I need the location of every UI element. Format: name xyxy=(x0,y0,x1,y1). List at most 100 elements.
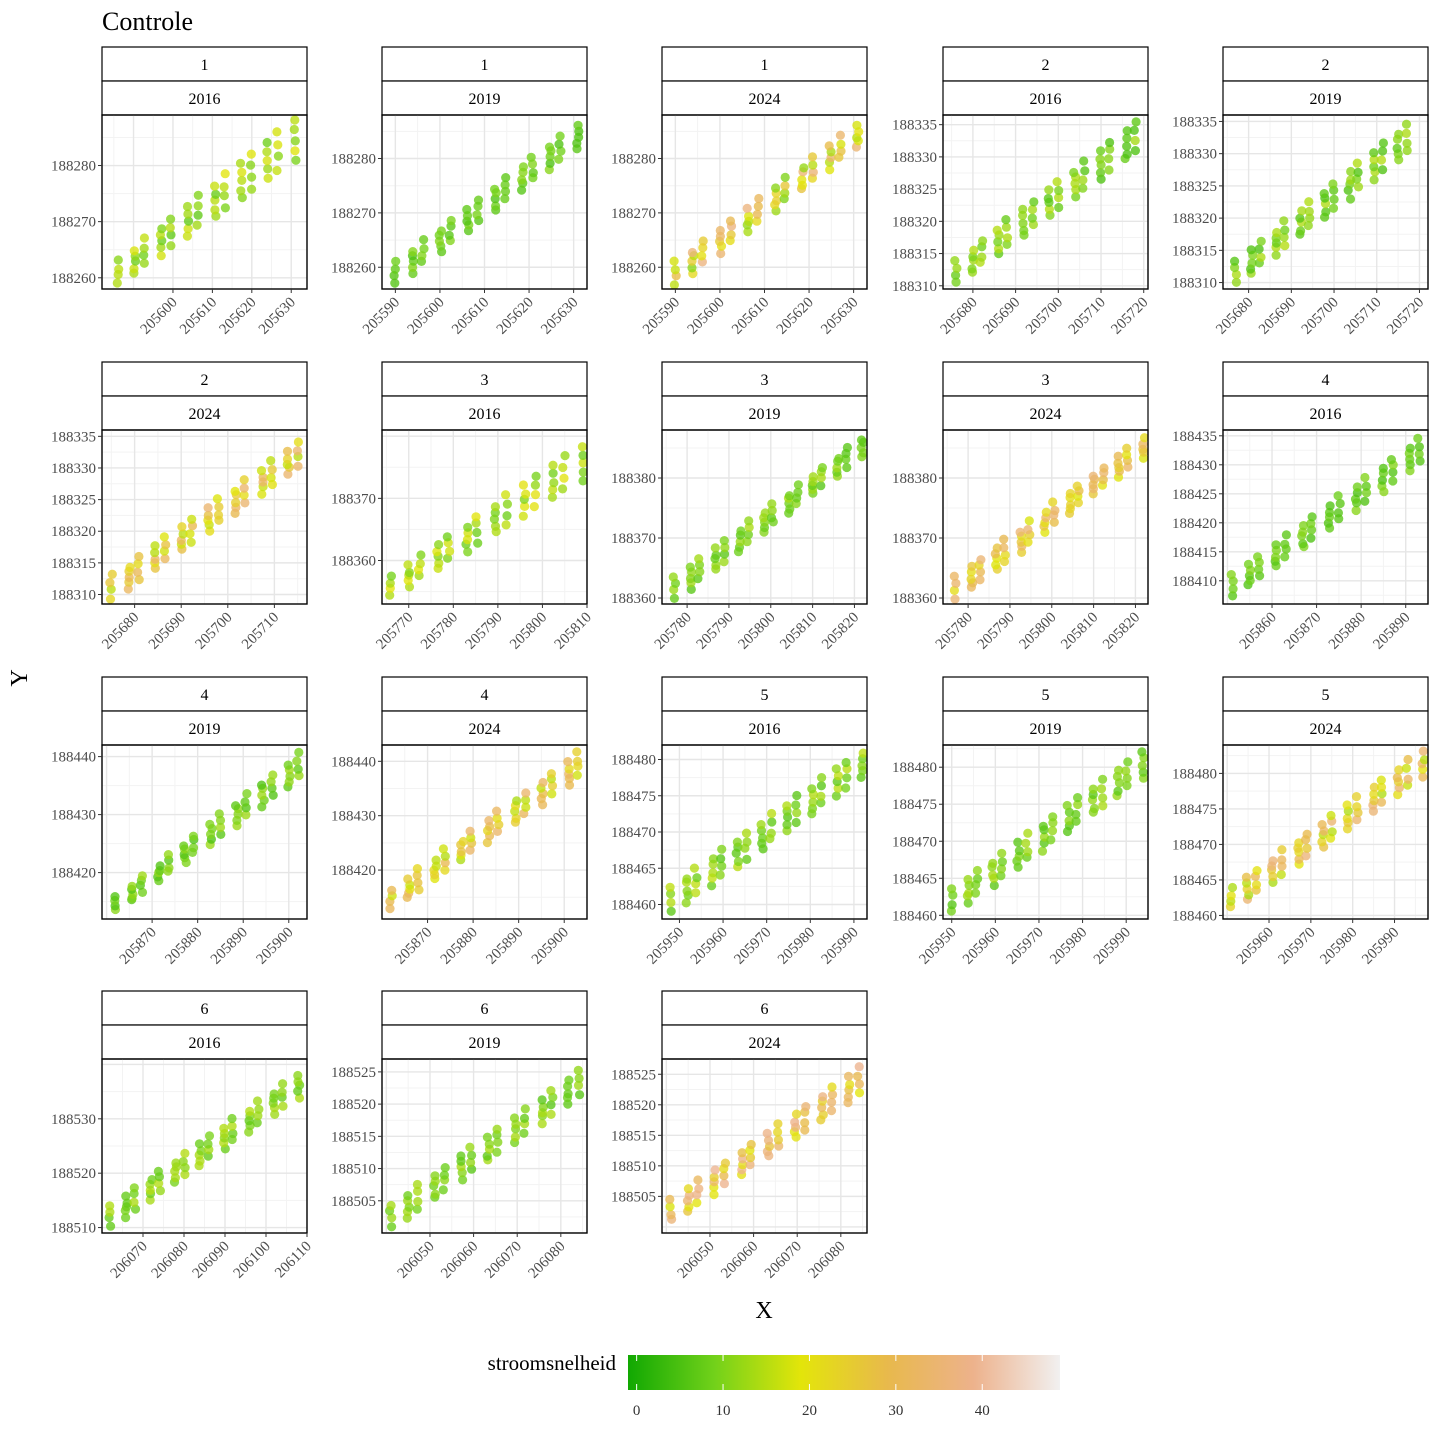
data-point xyxy=(385,578,395,588)
data-point xyxy=(792,808,802,818)
data-point xyxy=(443,553,453,563)
data-point xyxy=(1104,154,1114,164)
x-tick-label: 206100 xyxy=(231,1239,274,1282)
data-point xyxy=(554,154,564,164)
data-point xyxy=(1294,854,1304,864)
data-point xyxy=(153,1166,163,1176)
data-point xyxy=(501,520,511,530)
data-point xyxy=(563,757,573,767)
y-tick-label: 188480 xyxy=(611,753,656,769)
data-point xyxy=(1378,165,1388,175)
strip-year-box xyxy=(101,1024,308,1060)
strip-plot-box xyxy=(1222,361,1429,397)
strip-year-label: 2016 xyxy=(189,1035,221,1052)
facet-panel: 3 2024 188360 188370 188380 20578020579020580… xyxy=(892,361,1149,653)
y-tick-label: 188510 xyxy=(331,1162,376,1178)
x-tick-label: 205600 xyxy=(685,295,728,338)
data-point xyxy=(760,508,770,518)
data-point xyxy=(484,1139,494,1149)
data-point xyxy=(430,1171,440,1181)
x-tick-label: 205980 xyxy=(1047,925,1090,968)
data-point xyxy=(510,1132,520,1142)
data-point xyxy=(1072,481,1082,491)
y-tick-label: 188525 xyxy=(611,1067,656,1083)
data-point xyxy=(1054,202,1064,213)
data-point xyxy=(1098,475,1108,485)
data-point xyxy=(1369,789,1379,799)
data-point xyxy=(129,246,139,256)
panel-border xyxy=(661,429,868,605)
data-point xyxy=(741,828,752,838)
data-point xyxy=(1122,141,1132,151)
data-point xyxy=(1002,239,1012,249)
data-point xyxy=(105,1201,115,1211)
data-point xyxy=(547,781,558,791)
data-point xyxy=(1226,570,1236,580)
y-tick-label: 188470 xyxy=(1172,837,1217,853)
data-point xyxy=(213,510,224,520)
data-point xyxy=(537,1119,547,1129)
data-point xyxy=(1023,525,1033,535)
y-tick-label: 188370 xyxy=(331,491,376,507)
data-point xyxy=(385,904,395,914)
data-point xyxy=(799,163,809,173)
data-point xyxy=(490,184,500,194)
data-point xyxy=(462,204,472,215)
data-point xyxy=(1052,177,1062,187)
x-tick-label: 205970 xyxy=(731,925,774,968)
x-tick-label: 206050 xyxy=(395,1239,438,1282)
data-point xyxy=(137,887,148,898)
data-point xyxy=(816,791,826,801)
data-point xyxy=(110,892,120,902)
strip-plot-label: 2 xyxy=(1042,57,1050,74)
data-point xyxy=(1130,146,1140,156)
data-point xyxy=(854,1088,865,1098)
strip-plot-label: 3 xyxy=(481,372,489,389)
x-tick-label: 205680 xyxy=(99,610,142,653)
data-point xyxy=(967,264,977,274)
data-point xyxy=(521,795,531,805)
data-point xyxy=(668,572,678,582)
x-tick-label: 205970 xyxy=(1276,925,1319,968)
data-point xyxy=(1298,539,1308,549)
data-point xyxy=(1352,815,1362,825)
data-point xyxy=(511,796,522,806)
data-point xyxy=(1392,773,1402,783)
data-point xyxy=(1254,244,1264,254)
data-point xyxy=(1121,766,1131,776)
data-point xyxy=(129,1183,139,1193)
data-point xyxy=(239,475,249,485)
data-point xyxy=(472,210,482,220)
y-tick-label: 188315 xyxy=(51,556,96,572)
data-point xyxy=(164,863,174,873)
strip-plot-box xyxy=(381,46,588,82)
data-point xyxy=(816,781,827,791)
data-point xyxy=(1333,491,1343,501)
legend-tick-label: 0 xyxy=(633,1403,641,1419)
data-point xyxy=(1256,236,1266,246)
data-point xyxy=(121,1213,131,1223)
data-point xyxy=(827,1097,837,1107)
y-tick-label: 188515 xyxy=(331,1129,376,1145)
data-point xyxy=(387,1222,397,1232)
data-point xyxy=(833,771,844,781)
data-point xyxy=(1253,552,1263,562)
x-tick-label: 205700 xyxy=(1299,295,1342,338)
data-point xyxy=(273,140,283,150)
data-point xyxy=(754,193,764,204)
data-point xyxy=(1414,449,1424,459)
strip-year-label: 2019 xyxy=(1310,91,1342,108)
x-tick-label: 205790 xyxy=(975,610,1018,653)
x-tick-label: 205880 xyxy=(438,925,481,968)
strip-plot-box xyxy=(101,676,308,712)
data-point xyxy=(1027,213,1037,223)
data-point xyxy=(841,783,851,793)
data-point xyxy=(1139,433,1148,443)
y-tick-label: 188260 xyxy=(51,271,96,287)
data-point xyxy=(490,521,501,531)
data-point xyxy=(1333,508,1343,518)
data-point xyxy=(767,817,777,827)
data-point xyxy=(790,1117,800,1127)
point-layer xyxy=(950,117,1141,287)
data-point xyxy=(1321,207,1331,217)
